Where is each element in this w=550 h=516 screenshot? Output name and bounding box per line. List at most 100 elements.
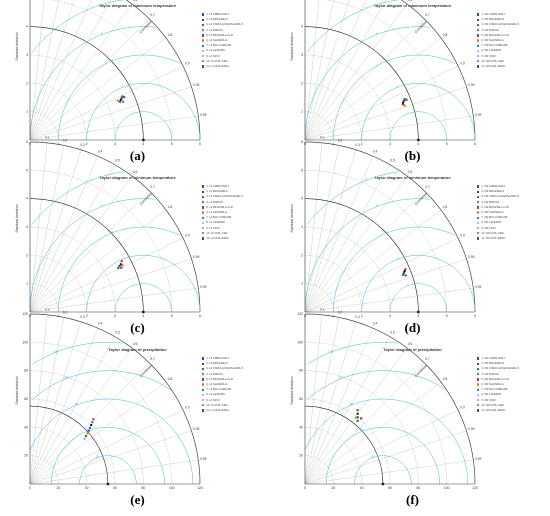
data-point	[120, 97, 123, 100]
legend-marker	[477, 60, 480, 63]
rmsd-contour	[114, 111, 172, 141]
x-tick-label: 5	[446, 142, 448, 146]
data-point	[402, 99, 405, 103]
legend-entry: 10. CM CFSL-CMA	[477, 403, 519, 408]
reference-arc	[29, 26, 144, 141]
panel-label: (b)	[404, 148, 421, 163]
correlation-tick-label: 0.7	[425, 13, 430, 17]
legend-entry: 5. CM MPI-ESM-1-2-LR	[477, 205, 519, 210]
data-point	[405, 98, 408, 102]
reference-arc	[304, 405, 384, 485]
legend-marker	[202, 65, 205, 68]
data-point	[403, 97, 406, 101]
correlation-ray	[304, 0, 367, 141]
data-point	[356, 412, 359, 415]
legend-marker	[202, 372, 205, 376]
rmsd-contour	[304, 26, 431, 137]
legend-marker	[477, 398, 480, 402]
x-tick-label: 20	[331, 486, 335, 490]
data-point	[116, 99, 120, 102]
data-point	[404, 268, 407, 271]
correlation-tick-label: 0.7	[150, 13, 155, 17]
correlation-ray	[304, 156, 374, 313]
data-point	[356, 416, 359, 419]
correlation-tick-label: 0.1	[320, 308, 325, 312]
legend-entry: 7. CM BCC-CSM2-MR	[477, 43, 519, 48]
correlation-tick-label: 0.4	[373, 149, 378, 153]
legend-label: 8. CM CanESM5	[481, 49, 501, 53]
rmsd-label: 3	[111, 230, 113, 234]
rmsd-contour	[86, 255, 201, 313]
reference-arc	[304, 26, 419, 141]
data-point	[91, 421, 94, 424]
correlation-tick-label: 0.99	[200, 285, 206, 289]
legend-marker	[477, 388, 480, 391]
legend-marker	[202, 23, 205, 27]
legend-entry: 6. L3 NorESM2-LL	[202, 210, 243, 215]
y-tick-label: 4	[301, 197, 303, 201]
legend-label: 2. L3 MRI-ESM2-0	[206, 362, 228, 366]
legend-label: 10. L3 CFSL-CMA	[206, 59, 228, 63]
legend-entry: 3. L3 CSIRO-ACCESS-ESM1-5	[202, 22, 243, 27]
rmsd-contour	[361, 255, 476, 313]
rmsd-label: 4	[376, 204, 378, 208]
correlation-tick-label: 0.95	[193, 427, 199, 431]
legend-label: 3. CM CSIRO-ACCESS-ESM1-5	[481, 195, 520, 199]
std-arc	[125, 0, 201, 141]
correlation-tick-label: 0.9	[460, 62, 465, 66]
correlation-tick-label: 0.6	[133, 342, 138, 346]
legend-entry: 11. CM CFSL-ESM4	[477, 236, 519, 241]
legend-label: 5. CM MPI-ESM-1-2-LR	[481, 205, 509, 209]
std-arc	[29, 342, 172, 485]
correlation-ray	[29, 142, 48, 313]
data-point	[83, 437, 86, 440]
legend-entry: 3. CM CSIRO-ACCESS-ESM1-5	[477, 366, 519, 371]
legend-label: 4. L3 MIROC6	[206, 200, 223, 204]
correlation-tick-label: 0.95	[193, 255, 199, 259]
legend-marker	[202, 200, 205, 204]
x-tick-label: 1	[332, 314, 334, 318]
legend-entry: 7. L3 BCC-CSM2-MR	[202, 215, 243, 220]
legend-entry: 10. L3 CFSL-CMA	[202, 403, 243, 408]
taylor-diagram-e: 0.10.20.30.40.50.60.70.80.90.950.9920406…	[15, 308, 207, 490]
correlation-tick-label: 0.3	[355, 143, 360, 147]
x-tick-label: 1	[57, 142, 59, 146]
x-tick-label: 100	[169, 486, 175, 490]
correlation-ray	[29, 3, 133, 141]
rmsd-contour	[354, 455, 412, 485]
correlation-tick-label: 0.95	[468, 83, 474, 87]
legend-label: 4. CM MIROC6	[481, 372, 500, 376]
legend-entry: 7. CM BCC-CSM2-MR	[477, 387, 519, 392]
correlation-ray	[29, 209, 167, 313]
y-axis-label: Standard deviation	[290, 204, 294, 232]
std-arc	[29, 226, 116, 313]
rmsd-label: 3	[386, 58, 388, 62]
data-point	[402, 271, 405, 275]
correlation-tick-label: 0.8	[168, 33, 173, 37]
legend-entry: 5. CM MPI-ESM-1-2-LR	[477, 33, 519, 38]
correlation-ray	[304, 0, 387, 141]
panel-label: (d)	[404, 320, 421, 335]
legend-label: 1. L3 CRBM-CM6-1	[206, 357, 230, 360]
legend-label: 4. L3 MIROC6	[206, 372, 223, 376]
std-arc	[29, 313, 201, 485]
x-tick-label: 6	[199, 314, 201, 318]
rmsd-contour	[79, 455, 137, 485]
legend-marker	[202, 404, 205, 407]
panel-label: (a)	[129, 148, 146, 163]
legend-marker	[202, 221, 205, 225]
std-arc	[304, 83, 362, 141]
legend-marker	[477, 221, 480, 225]
legend-label: 6. L3 NorESM2-LL	[206, 38, 228, 42]
rmsd-label: 1	[132, 283, 134, 287]
x-tick-label: 2	[86, 314, 88, 318]
y-tick-label: 6	[26, 140, 28, 144]
panel-label: (c)	[130, 320, 145, 335]
correlation-ray	[29, 37, 167, 141]
std-arc	[304, 111, 334, 141]
rmsd-label: 2	[397, 84, 399, 88]
correlation-ray	[304, 321, 357, 485]
correlation-ray	[304, 314, 323, 485]
legend-label: 6. L3 NorESM2-LL	[206, 210, 228, 214]
legend-entry: 10. CM CFSL-CMA	[477, 231, 519, 236]
